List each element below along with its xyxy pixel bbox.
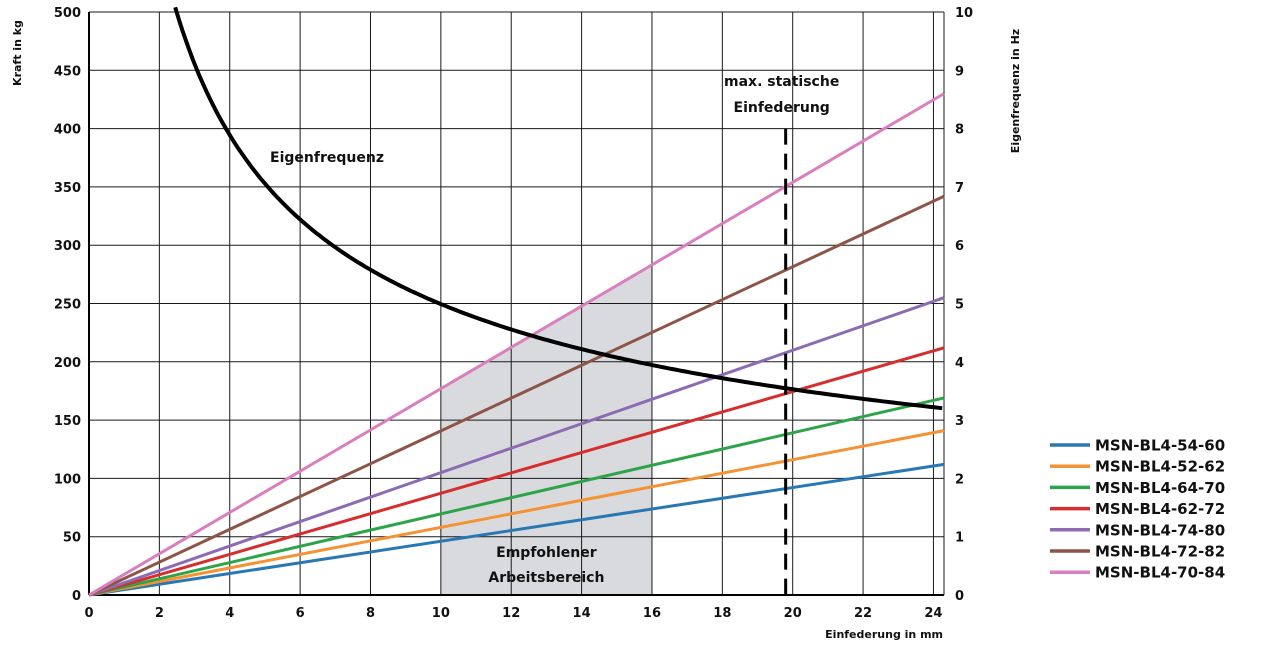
x-tick-label: 24 — [924, 606, 942, 621]
x-tick-label: 0 — [84, 606, 93, 621]
x-tick-label: 10 — [432, 606, 450, 621]
legend-label: MSN-BL4-62-72 — [1095, 500, 1225, 518]
y-left-tick-label: 0 — [72, 589, 81, 604]
y-right-tick-label: 5 — [955, 298, 964, 313]
y-left-tick-label: 200 — [54, 356, 81, 371]
legend-label: MSN-BL4-52-62 — [1095, 458, 1225, 476]
legend-label: MSN-BL4-64-70 — [1095, 479, 1225, 497]
annotation-layer: max. statische Einfederung Empfohlener Arbe… — [270, 74, 839, 595]
y-left-axis-title: Kraft in kg — [11, 20, 24, 86]
legend-label: MSN-BL4-74-80 — [1095, 521, 1225, 539]
y-right-tick-label: 9 — [955, 64, 964, 79]
y-left-tick-label: 400 — [54, 123, 81, 138]
series-layer — [88, 6, 945, 597]
series-line-msn-bl4-70-84 — [88, 92, 945, 597]
y-right-tick-label: 7 — [955, 181, 964, 196]
x-tick-label: 18 — [713, 606, 731, 621]
max-static-label-line1: max. statische — [724, 74, 839, 90]
y-right-tick-label: 0 — [955, 589, 964, 604]
y-left-tick-label: 100 — [54, 472, 81, 487]
y-right-tick-label: 6 — [955, 239, 964, 254]
series-line-msn-bl4-64-70 — [88, 396, 945, 597]
x-tick-label: 4 — [225, 606, 234, 621]
y-left-tick-label: 300 — [54, 239, 81, 254]
legend: MSN-BL4-54-60 MSN-BL4-52-62 MSN-BL4-64-70 M… — [1050, 437, 1225, 582]
y-left-tick-label: 350 — [54, 181, 81, 196]
max-static-label-line2: Einfederung — [734, 100, 830, 116]
series-line-msn-bl4-52-62 — [88, 429, 945, 597]
series-line-msn-bl4-72-82 — [88, 194, 945, 597]
recommended-range-label-line2: Arbeitsbereich — [488, 570, 604, 586]
x-tick-label: 14 — [573, 606, 591, 621]
y-right-axis-title: Eigenfrequenz in Hz — [1009, 29, 1022, 153]
x-tick-label: 6 — [296, 606, 305, 621]
y-right-tick-label: 2 — [955, 472, 964, 487]
tick-layer: 0 2 4 6 8 10 12 14 16 18 20 22 240501001502002503003… — [54, 6, 973, 621]
y-right-tick-label: 4 — [955, 356, 964, 371]
y-right-tick-label: 3 — [955, 414, 964, 429]
x-tick-label: 8 — [366, 606, 375, 621]
recommended-range-label-line1: Empfohlener — [496, 545, 597, 561]
y-right-tick-label: 1 — [955, 531, 964, 546]
eigenfrequenz-label: Eigenfrequenz — [270, 150, 384, 166]
eigenfrequenz-curve — [173, 6, 943, 411]
y-right-tick-label: 10 — [955, 6, 973, 21]
y-left-tick-label: 50 — [63, 531, 81, 546]
x-tick-label: 20 — [784, 606, 802, 621]
legend-label: MSN-BL4-70-84 — [1095, 564, 1225, 582]
legend-label: MSN-BL4-72-82 — [1095, 543, 1225, 561]
y-left-tick-label: 500 — [54, 6, 81, 21]
y-left-tick-label: 150 — [54, 414, 81, 429]
x-tick-label: 22 — [854, 606, 872, 621]
recommended-range-area — [440, 264, 652, 595]
series-line-msn-bl4-54-60 — [88, 462, 945, 597]
y-left-tick-label: 450 — [54, 64, 81, 79]
y-left-tick-label: 250 — [54, 298, 81, 313]
series-line-msn-bl4-74-80 — [88, 296, 945, 597]
x-axis-title: Einfederung in mm — [825, 628, 943, 641]
recommended-range-layer — [440, 264, 652, 595]
x-tick-label: 2 — [155, 606, 164, 621]
legend-label: MSN-BL4-54-60 — [1095, 437, 1225, 455]
x-tick-label: 12 — [502, 606, 520, 621]
x-tick-label: 16 — [643, 606, 661, 621]
y-right-tick-label: 8 — [955, 123, 964, 138]
